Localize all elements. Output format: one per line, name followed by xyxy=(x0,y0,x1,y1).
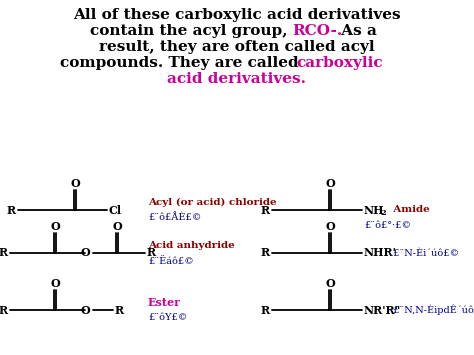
Text: NH: NH xyxy=(364,204,384,215)
Text: £¨ôY£©: £¨ôY£© xyxy=(148,313,188,322)
Text: All of these carboxylic acid derivatives: All of these carboxylic acid derivatives xyxy=(73,8,401,22)
Text: O: O xyxy=(325,278,335,289)
Text: R: R xyxy=(0,247,8,258)
Text: Acid anhydride: Acid anhydride xyxy=(148,240,235,250)
Text: R: R xyxy=(0,305,8,316)
Text: O: O xyxy=(50,278,60,289)
Text: O: O xyxy=(70,178,80,189)
Text: As a: As a xyxy=(336,24,377,38)
Text: R: R xyxy=(147,247,156,258)
Text: R: R xyxy=(261,204,270,215)
Text: 2: 2 xyxy=(380,209,386,217)
Text: O: O xyxy=(112,221,122,232)
Text: Ester: Ester xyxy=(148,296,181,307)
Text: Cl: Cl xyxy=(109,204,122,215)
Text: £¨N-Èi´úô£©: £¨N-Èi´úô£© xyxy=(390,248,459,257)
Text: O: O xyxy=(50,221,60,232)
Text: contain the acyl group,: contain the acyl group, xyxy=(90,24,293,38)
Text: £¨N,N-ÈipdÊ´úô£©: £¨N,N-ÈipdÊ´úô£© xyxy=(390,305,474,315)
Text: compounds. They are called: compounds. They are called xyxy=(60,56,304,70)
Text: R: R xyxy=(115,305,124,316)
Text: carboxylic: carboxylic xyxy=(296,56,383,70)
Text: O: O xyxy=(325,178,335,189)
Text: acid derivatives.: acid derivatives. xyxy=(167,72,307,86)
Text: R: R xyxy=(261,305,270,316)
Text: £¨Ëáô£©: £¨Ëáô£© xyxy=(148,257,194,266)
Text: O: O xyxy=(325,221,335,232)
Text: R: R xyxy=(261,247,270,258)
Text: Amide: Amide xyxy=(386,206,430,214)
Text: £¨ô£°·£©: £¨ô£°·£© xyxy=(364,222,411,230)
Text: R: R xyxy=(7,204,16,215)
Text: NHR': NHR' xyxy=(364,247,397,258)
Text: O: O xyxy=(80,305,90,316)
Text: RCO-.: RCO-. xyxy=(292,24,342,38)
Text: NR'R": NR'R" xyxy=(364,305,401,316)
Text: Acyl (or acid) chloride: Acyl (or acid) chloride xyxy=(148,197,277,207)
Text: O: O xyxy=(80,247,90,258)
Text: result, they are often called acyl: result, they are often called acyl xyxy=(99,40,375,54)
Text: £¨ô£ÅÈ£©: £¨ô£ÅÈ£© xyxy=(148,213,201,223)
